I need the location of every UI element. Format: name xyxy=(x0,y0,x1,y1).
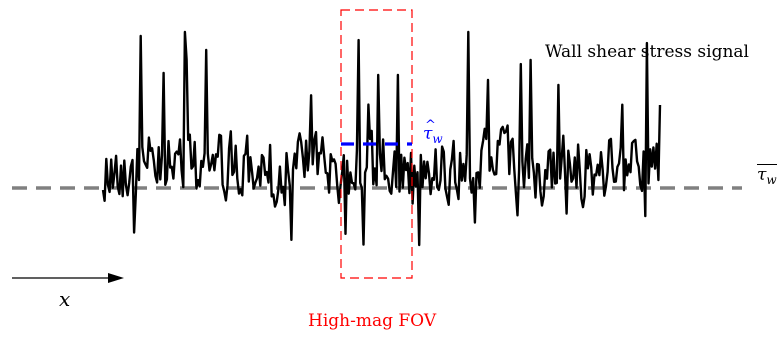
hat-accent: ^ xyxy=(425,118,436,133)
global-mean-subscript: w xyxy=(766,173,777,187)
fov-label: High-mag FOV xyxy=(308,311,437,331)
local-mean-symbol: τ xyxy=(423,124,433,144)
signal-label: Wall shear stress signal xyxy=(545,42,749,62)
signal-trace xyxy=(101,30,662,247)
local-mean-label: ^ τw xyxy=(423,118,443,146)
x-axis-label: x xyxy=(59,287,71,311)
global-mean-label: τw xyxy=(757,164,777,189)
local-mean-subscript: w xyxy=(432,132,443,146)
x-arrow-head xyxy=(108,273,124,283)
global-mean-symbol: τ xyxy=(757,165,767,185)
